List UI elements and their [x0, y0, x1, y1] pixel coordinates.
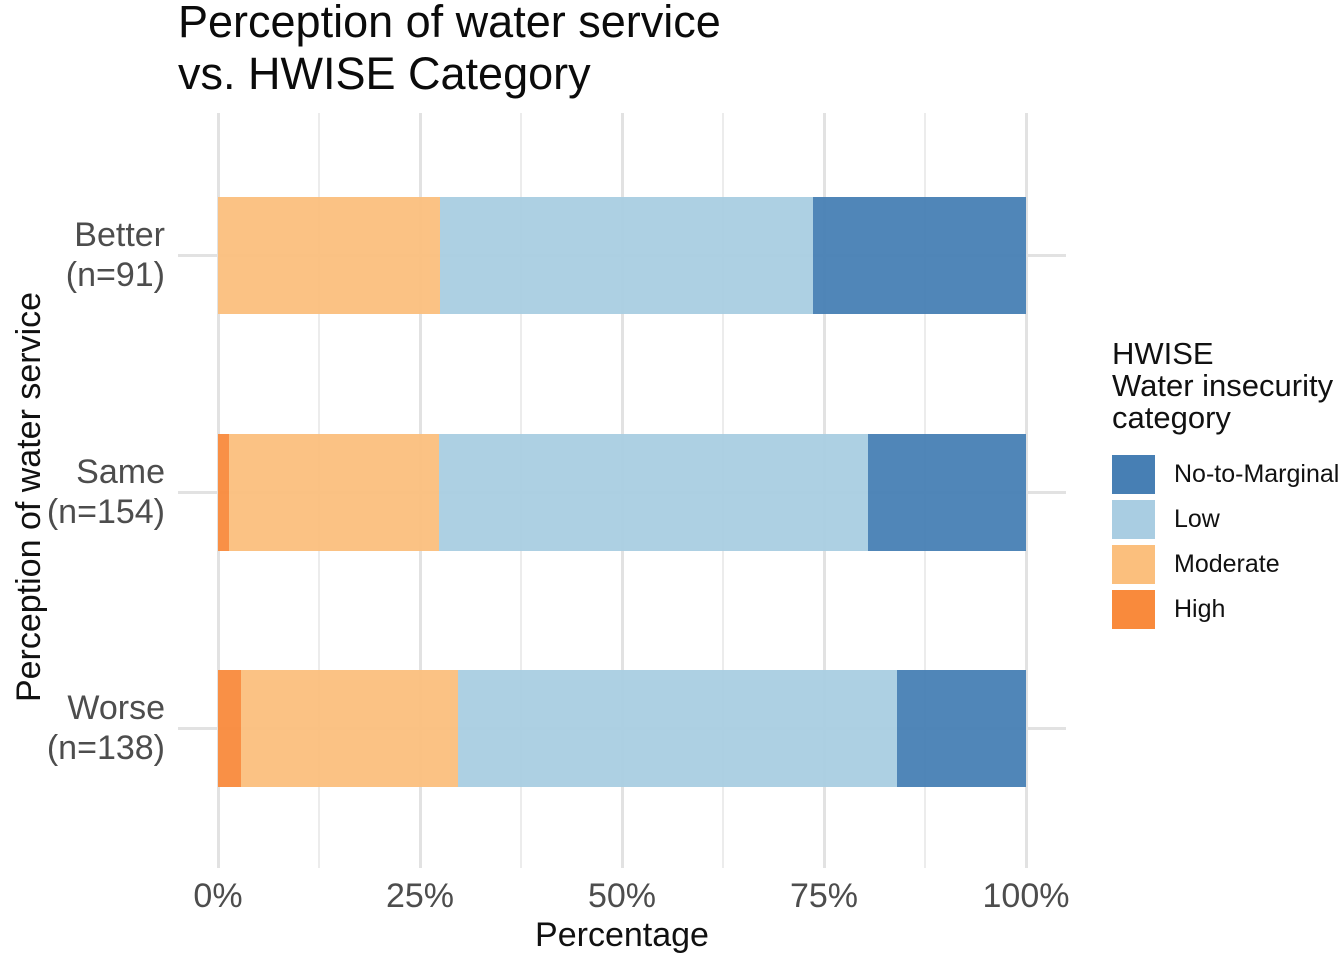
x-tick-label: 0%: [193, 877, 243, 915]
legend-item-label: No-to-Marginal: [1174, 460, 1340, 488]
legend: HWISE Water insecurity category No-to-Ma…: [1112, 338, 1339, 629]
legend-swatch: [1112, 590, 1155, 629]
chart-title-line2: vs. HWISE Category: [178, 48, 591, 99]
legend-item-high: High: [1112, 590, 1339, 629]
legend-title-line2: Water insecurity: [1112, 368, 1334, 403]
y-axis-category-label: Worse (n=138): [0, 688, 165, 768]
x-axis-title: Percentage: [535, 916, 709, 954]
legend-swatch: [1112, 500, 1155, 539]
y-category-n: (n=154): [46, 493, 165, 531]
bar-segment-low: [438, 433, 869, 551]
bar-segment-moderate: [241, 669, 458, 787]
legend-items: No-to-Marginal Low Moderate High: [1112, 455, 1339, 635]
legend-swatch: [1112, 545, 1155, 584]
legend-title-line3: category: [1112, 400, 1231, 435]
legend-item-low: Low: [1112, 500, 1339, 539]
y-category-n: (n=138): [46, 729, 165, 767]
legend-item-label: Moderate: [1174, 550, 1280, 578]
bar-segment-moderate: [228, 433, 439, 551]
bar-segment-moderate: [218, 196, 441, 314]
chart-title-line1: Perception of water service: [178, 0, 721, 47]
legend-item-no-to-marginal: No-to-Marginal: [1112, 455, 1339, 494]
chart-title: Perception of water service vs. HWISE Ca…: [178, 0, 721, 100]
y-category-name: Better: [74, 216, 165, 254]
x-tick-label: 50%: [587, 877, 657, 915]
bar-worse: [218, 669, 1026, 787]
y-category-name: Same: [76, 453, 165, 491]
bar-segment-no-to-marginal: [868, 433, 1026, 551]
bar-segment-low: [440, 196, 814, 314]
bar-same: [218, 433, 1026, 551]
legend-item-label: Low: [1174, 505, 1220, 533]
y-category-name: Worse: [67, 689, 165, 727]
y-category-n: (n=91): [65, 256, 165, 294]
y-axis-category-label: Same (n=154): [0, 452, 165, 532]
bar-segment-no-to-marginal: [813, 196, 1026, 314]
bar-segment-high: [218, 433, 229, 551]
legend-item-label: High: [1174, 595, 1226, 623]
legend-item-moderate: Moderate: [1112, 545, 1339, 584]
x-tick-label: 25%: [385, 877, 455, 915]
bar-segment-no-to-marginal: [896, 669, 1026, 787]
x-tick-label: 100%: [982, 877, 1070, 915]
legend-swatch: [1112, 455, 1155, 494]
x-tick-label: 75%: [789, 877, 859, 915]
bar-better: [218, 196, 1026, 314]
bar-segment-low: [457, 669, 897, 787]
plot-panel: [178, 113, 1066, 868]
bar-segment-high: [218, 669, 242, 787]
legend-title: HWISE Water insecurity category: [1112, 338, 1333, 434]
legend-title-line1: HWISE: [1112, 336, 1214, 371]
y-axis-category-label: Better (n=91): [0, 215, 165, 295]
